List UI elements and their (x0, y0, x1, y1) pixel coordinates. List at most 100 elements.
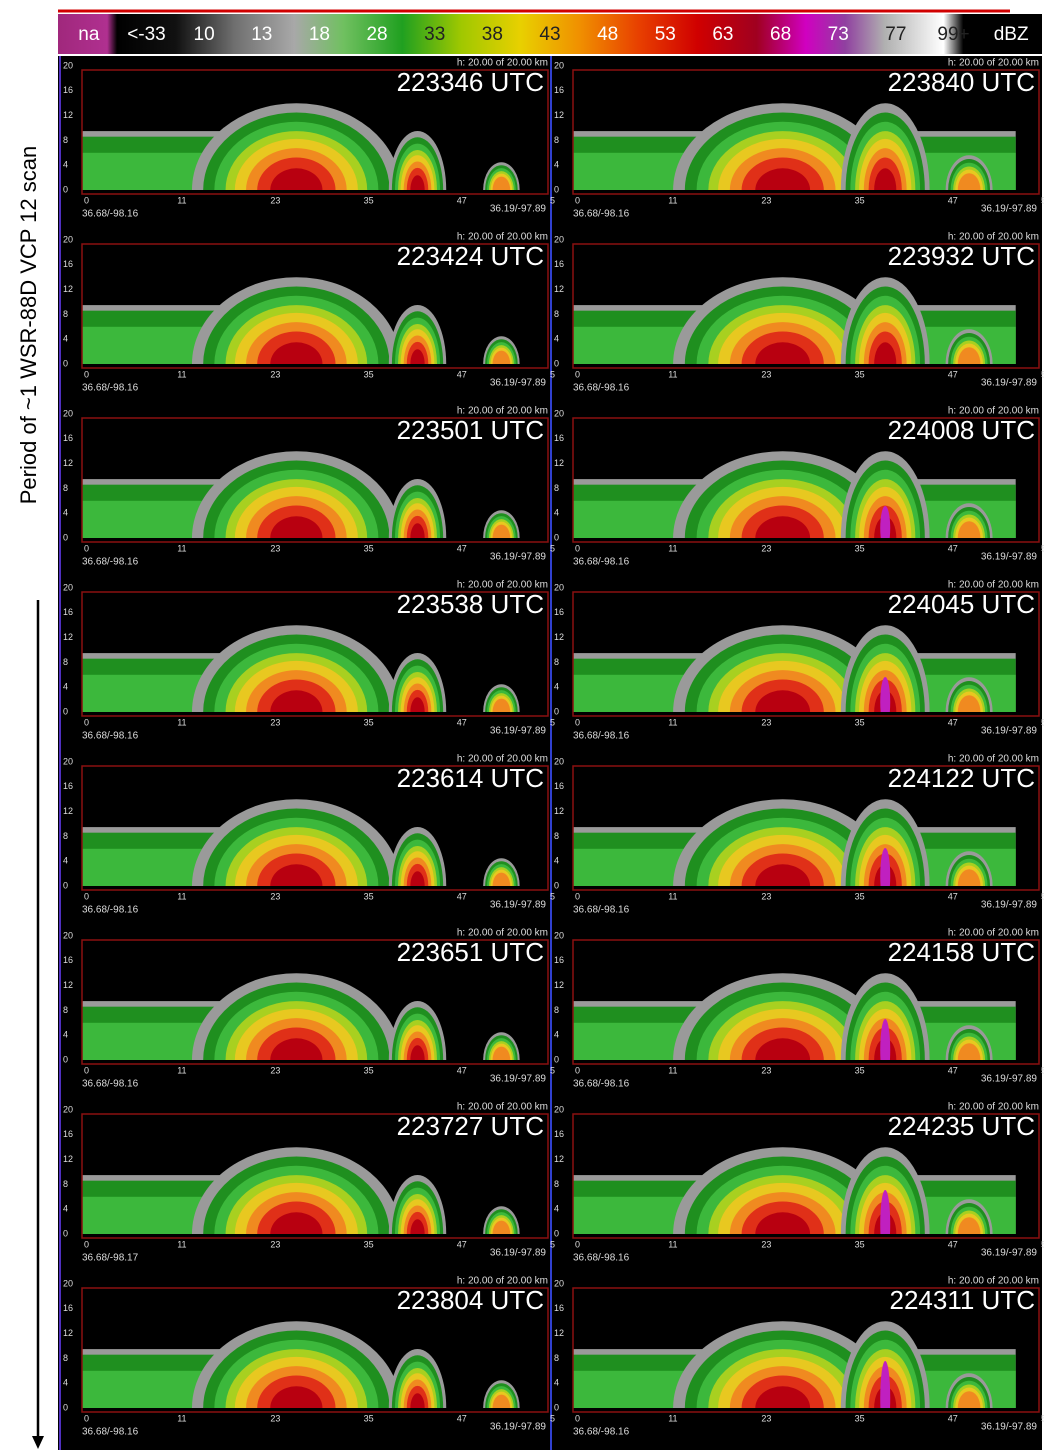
x-tick-label: 23 (761, 717, 771, 727)
timestamp: 223538 UTC (397, 589, 544, 619)
right-coord: 36.19/-97.89 (981, 1422, 1038, 1433)
x-tick-label: 23 (270, 717, 280, 727)
x-tick-label: 47 (948, 1413, 958, 1423)
x-tick-label: 35 (364, 195, 374, 205)
timestamp: 223932 UTC (888, 241, 1035, 271)
y-tick-label: 16 (63, 781, 73, 791)
y-tick-label: 16 (554, 433, 564, 443)
y-tick-label: 8 (63, 657, 68, 667)
y-tick-label: 20 (554, 408, 564, 418)
y-tick-label: 4 (554, 856, 559, 866)
left-coord: 36.68/-98.16 (82, 905, 139, 916)
y-tick-label: 8 (554, 1005, 559, 1015)
x-tick-label: 11 (668, 369, 677, 379)
x-tick-label: 35 (364, 1239, 374, 1249)
left-coord: 36.68/-98.16 (573, 731, 630, 742)
y-tick-label: 8 (554, 1353, 559, 1363)
x-tick-label: 23 (270, 1413, 280, 1423)
timestamp: 224235 UTC (888, 1111, 1035, 1141)
y-tick-label: 20 (554, 60, 564, 70)
right-coord: 36.19/-97.89 (490, 900, 547, 911)
y-tick-label: 16 (63, 607, 73, 617)
y-tick-label: 0 (63, 358, 68, 368)
x-tick-label: 47 (948, 717, 958, 727)
side-label: Period of ~1 WSR-88D VCP 12 scan (16, 146, 41, 505)
x-tick-label: 11 (177, 891, 186, 901)
y-tick-label: 4 (554, 682, 559, 692)
right-coord: 36.19/-97.89 (981, 378, 1038, 389)
y-tick-label: 8 (63, 483, 68, 493)
right-coord: 36.19/-97.89 (981, 900, 1038, 911)
x-tick-label: 11 (668, 1065, 677, 1075)
colorbar-label: 10 (194, 24, 215, 45)
timestamp: 223424 UTC (397, 241, 544, 271)
x-tick-label: 35 (855, 543, 865, 553)
colorbar-label: 99+ (937, 24, 969, 45)
y-tick-label: 0 (554, 706, 559, 716)
y-tick-label: 8 (554, 135, 559, 145)
x-tick-label: 35 (855, 717, 865, 727)
x-tick-label: 35 (364, 543, 374, 553)
y-tick-label: 16 (554, 607, 564, 617)
right-coord: 36.19/-97.89 (490, 1248, 547, 1259)
timestamp: 224045 UTC (888, 589, 1035, 619)
left-coord: 36.68/-98.16 (573, 1253, 630, 1264)
right-coord: 36.19/-97.89 (981, 552, 1038, 563)
right-coord: 36.19/-97.89 (981, 1074, 1038, 1085)
colorbar-label: 38 (482, 24, 503, 45)
x-tick-label: 47 (457, 891, 467, 901)
y-tick-label: 8 (554, 483, 559, 493)
x-tick-label: 5 (550, 717, 555, 727)
x-tick-label: 23 (761, 543, 771, 553)
x-tick-label: 11 (668, 1413, 677, 1423)
y-tick-label: 8 (63, 135, 68, 145)
y-tick-label: 8 (63, 831, 68, 841)
x-tick-label: 11 (668, 891, 677, 901)
right-coord: 36.19/-97.89 (490, 726, 547, 737)
right-coord: 36.19/-97.89 (981, 204, 1038, 215)
y-tick-label: 4 (63, 334, 68, 344)
y-tick-label: 4 (63, 1204, 68, 1214)
figure: Period of ~1 WSR-88D VCP 12 scan na<-331… (0, 0, 1044, 1450)
x-tick-label: 23 (270, 195, 280, 205)
y-tick-label: 12 (554, 632, 564, 642)
timestamp: 224008 UTC (888, 415, 1035, 445)
timestamp: 223727 UTC (397, 1111, 544, 1141)
y-tick-label: 8 (554, 1179, 559, 1189)
y-tick-label: 16 (554, 955, 564, 965)
x-tick-label: 0 (575, 543, 580, 553)
y-tick-label: 20 (63, 1104, 73, 1114)
colorbar-label: 13 (251, 24, 272, 45)
y-tick-label: 0 (554, 1402, 559, 1412)
x-tick-label: 11 (177, 369, 186, 379)
y-tick-label: 16 (63, 259, 73, 269)
colorbar-label: 77 (885, 24, 906, 45)
x-tick-label: 47 (457, 195, 467, 205)
colorbar-label: na (78, 24, 100, 45)
x-tick-label: 47 (948, 1065, 958, 1075)
y-tick-label: 20 (63, 1278, 73, 1288)
left-coord: 36.68/-98.16 (573, 383, 630, 394)
right-coord: 36.19/-97.89 (490, 1074, 547, 1085)
x-tick-label: 35 (855, 369, 865, 379)
x-tick-label: 0 (575, 717, 580, 727)
y-tick-label: 8 (63, 1353, 68, 1363)
x-tick-label: 35 (855, 1239, 865, 1249)
left-coord: 36.68/-98.16 (82, 557, 139, 568)
colorbar-label: dBZ (994, 24, 1029, 45)
left-coord: 36.68/-98.17 (82, 1253, 139, 1264)
colorbar-label: 43 (539, 24, 560, 45)
y-tick-label: 8 (63, 1005, 68, 1015)
x-tick-label: 5 (550, 543, 555, 553)
left-coord: 36.68/-98.16 (573, 1079, 630, 1090)
x-tick-label: 47 (948, 1239, 958, 1249)
y-tick-label: 4 (63, 1378, 68, 1388)
left-coord: 36.68/-98.16 (82, 1427, 139, 1438)
left-coord: 36.68/-98.16 (82, 731, 139, 742)
y-tick-label: 0 (63, 184, 68, 194)
colorbar-label: 28 (366, 24, 387, 45)
y-tick-label: 16 (554, 85, 564, 95)
x-tick-label: 23 (761, 195, 771, 205)
right-coord: 36.19/-97.89 (981, 726, 1038, 737)
y-tick-label: 4 (554, 160, 559, 170)
